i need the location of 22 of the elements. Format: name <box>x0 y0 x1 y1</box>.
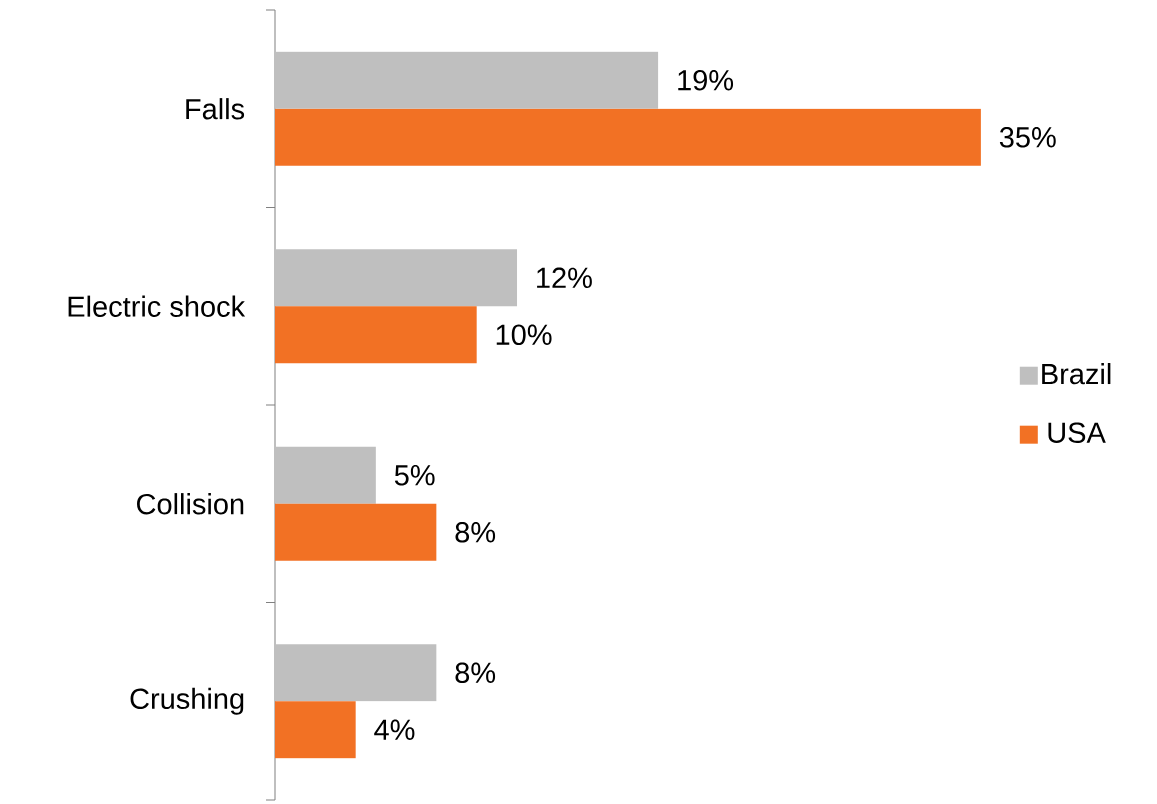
bar <box>275 108 981 166</box>
bar <box>275 503 437 561</box>
bar <box>275 249 518 307</box>
data-label: 35% <box>999 126 1056 148</box>
y-tick-label: Collision <box>137 493 244 515</box>
data-label: 12% <box>537 267 592 288</box>
bar <box>275 701 356 759</box>
data-label: 10% <box>496 324 552 346</box>
data-label: 5% <box>394 465 435 486</box>
bar <box>275 446 376 504</box>
data-label: 4% <box>374 719 415 740</box>
legend-label: USA <box>1048 422 1106 443</box>
data-label: 8% <box>455 522 496 543</box>
bar <box>275 644 437 702</box>
data-label: 19% <box>678 69 734 91</box>
legend-label: Brazil <box>1042 363 1111 385</box>
y-tick-label: Falls <box>186 98 245 120</box>
data-label: 8% <box>455 662 496 684</box>
y-tick-label: Electric shock <box>68 295 246 317</box>
bar <box>275 306 477 364</box>
bar <box>275 51 659 109</box>
y-tick-label: Crushing <box>130 687 244 715</box>
